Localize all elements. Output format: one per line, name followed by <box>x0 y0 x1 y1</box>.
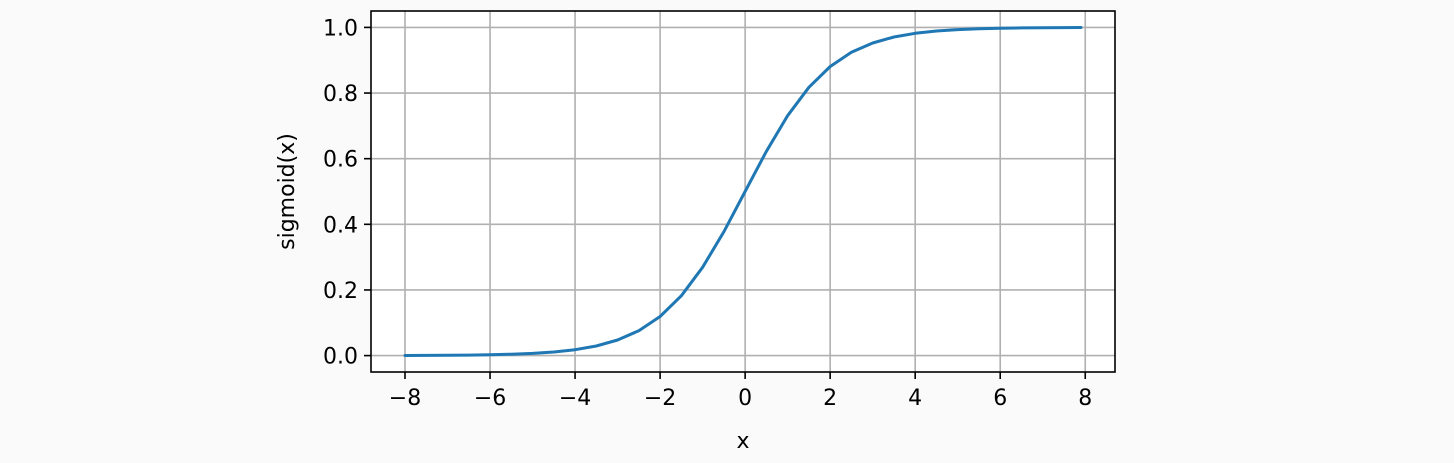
x-tick-label: −2 <box>644 386 676 411</box>
y-tick-label: 0.6 <box>323 148 358 173</box>
grid-lines <box>371 11 1115 372</box>
y-tick-label: 0.2 <box>323 279 358 304</box>
y-tick-label: 0.0 <box>323 345 358 370</box>
x-tick-label: 6 <box>993 386 1007 411</box>
y-tick-label: 1.0 <box>323 16 358 41</box>
x-tick-label: 8 <box>1078 386 1092 411</box>
ticks <box>364 26 1087 379</box>
y-tick-label: 0.8 <box>323 82 358 107</box>
tick-labels: −8 −6 −4 −2 0 2 4 6 8 0.0 0.2 0.4 0.6 0.8 1.0 <box>323 16 1092 411</box>
x-tick-label: 4 <box>908 386 922 411</box>
plot-area-background <box>371 11 1115 372</box>
x-axis-label: x <box>736 429 749 454</box>
x-tick-label: −4 <box>559 386 591 411</box>
x-tick-label: 0 <box>738 386 752 411</box>
x-tick-label: −6 <box>474 386 506 411</box>
y-axis-label: sigmoid(x) <box>275 133 300 250</box>
y-tick-label: 0.4 <box>323 213 358 238</box>
x-tick-label: −8 <box>389 386 421 411</box>
series-layer <box>403 26 1083 357</box>
x-tick-label: 2 <box>823 386 837 411</box>
sigmoid-curve <box>403 26 1083 357</box>
plot-frame <box>370 10 1116 373</box>
